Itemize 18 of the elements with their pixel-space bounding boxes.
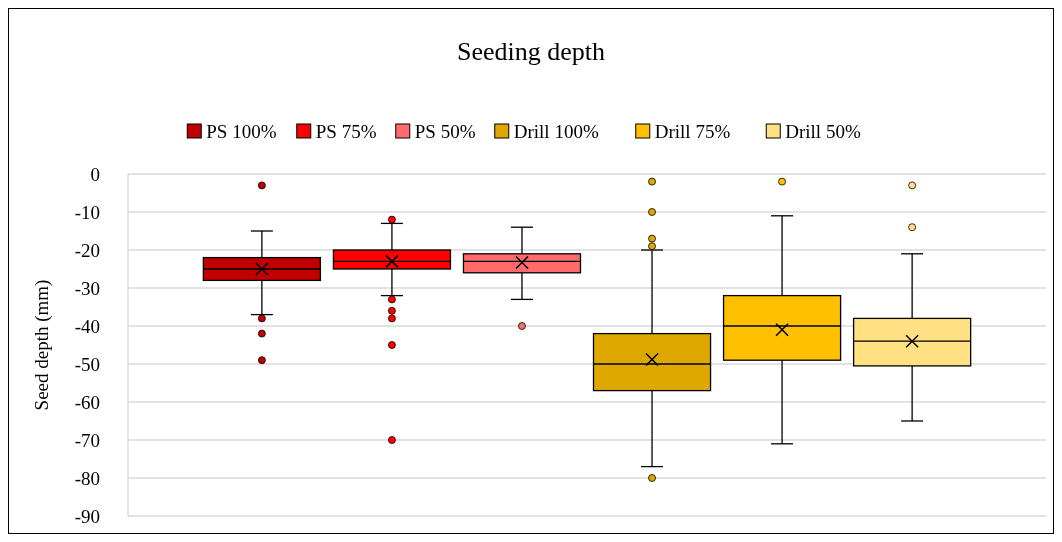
y-tick-label: -80: [74, 467, 100, 489]
legend-label: Drill 75%: [654, 121, 731, 142]
y-axis-title: Seed depth (mm): [31, 279, 53, 411]
chart-title: Seeding depth: [456, 37, 606, 66]
y-tick-label: -60: [74, 391, 100, 413]
legend-label: PS 75%: [315, 121, 377, 142]
y-tick-label: -90: [74, 505, 100, 527]
y-tick-label: -50: [74, 353, 100, 375]
legend-label: Drill 50%: [785, 121, 861, 142]
y-tick-label: -10: [74, 201, 100, 223]
y-tick-label: -20: [74, 239, 100, 261]
y-tick-label: 0: [90, 163, 100, 185]
y-tick-label: -70: [74, 429, 100, 451]
legend-label: PS 50%: [414, 121, 476, 142]
y-tick-label: -40: [74, 315, 100, 337]
legend-label: PS 100%: [206, 121, 277, 142]
y-tick-label: -30: [74, 277, 100, 299]
legend-label: Drill 100%: [513, 121, 599, 142]
